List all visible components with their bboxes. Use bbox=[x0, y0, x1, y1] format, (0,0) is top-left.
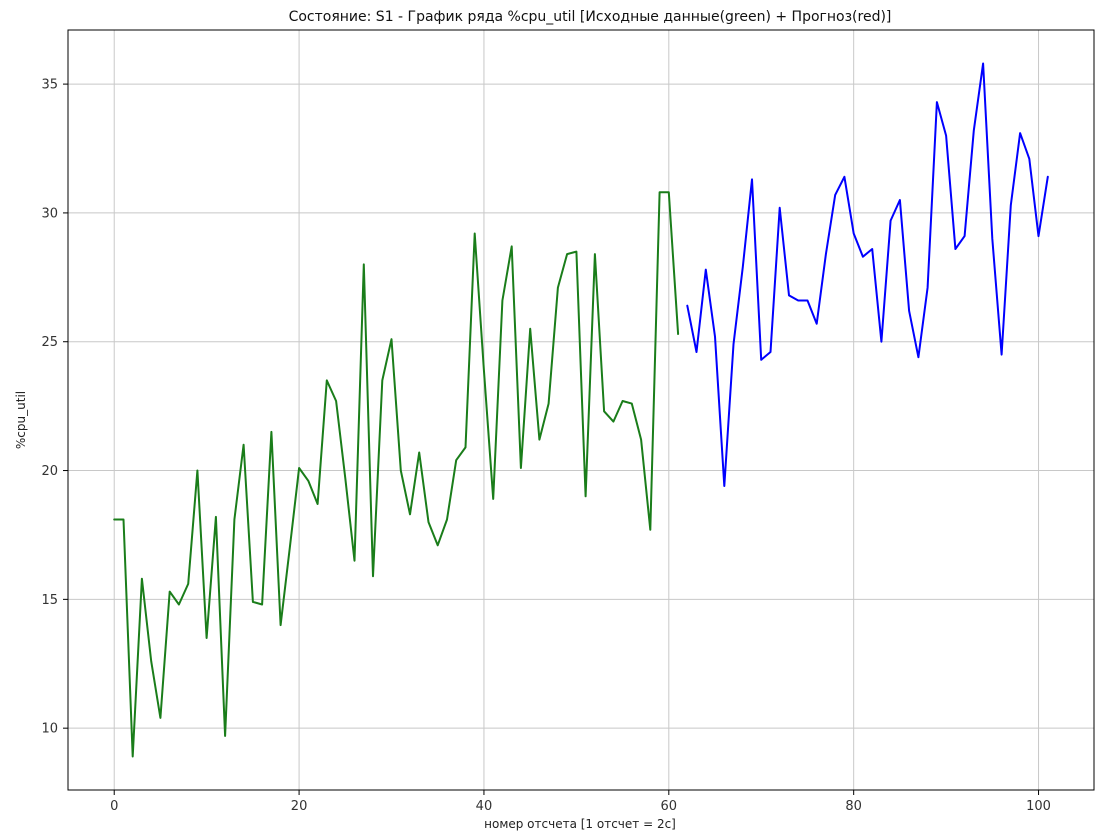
x-tick-label: 100 bbox=[1026, 799, 1051, 814]
x-tick-label: 80 bbox=[845, 799, 862, 814]
y-tick-label: 25 bbox=[41, 335, 58, 350]
series-line-forecast bbox=[686, 62, 1049, 487]
y-tick-label: 20 bbox=[41, 464, 58, 479]
x-tick-label: 20 bbox=[291, 799, 308, 814]
grid bbox=[68, 30, 1094, 790]
x-tick-label: 0 bbox=[110, 799, 118, 814]
series-line-original bbox=[113, 191, 680, 758]
x-tick-label: 60 bbox=[661, 799, 678, 814]
y-tick-label: 15 bbox=[41, 593, 58, 608]
chart-title: Состояние: S1 - График ряда %cpu_util [И… bbox=[289, 9, 892, 25]
y-axis-title: %cpu_util bbox=[14, 391, 28, 449]
series-lines bbox=[113, 62, 1049, 758]
y-tick-label: 30 bbox=[41, 206, 58, 221]
x-axis-title: номер отсчета [1 отсчет = 2с] bbox=[484, 817, 676, 831]
x-tick-label: 40 bbox=[476, 799, 493, 814]
y-tick-label: 35 bbox=[41, 78, 58, 93]
y-tick-label: 10 bbox=[41, 722, 58, 737]
plot-frame bbox=[67, 29, 1095, 791]
axis-ticks: 0 20 40 60 80 100 10 15 20 25 30 35 bbox=[41, 78, 1051, 814]
